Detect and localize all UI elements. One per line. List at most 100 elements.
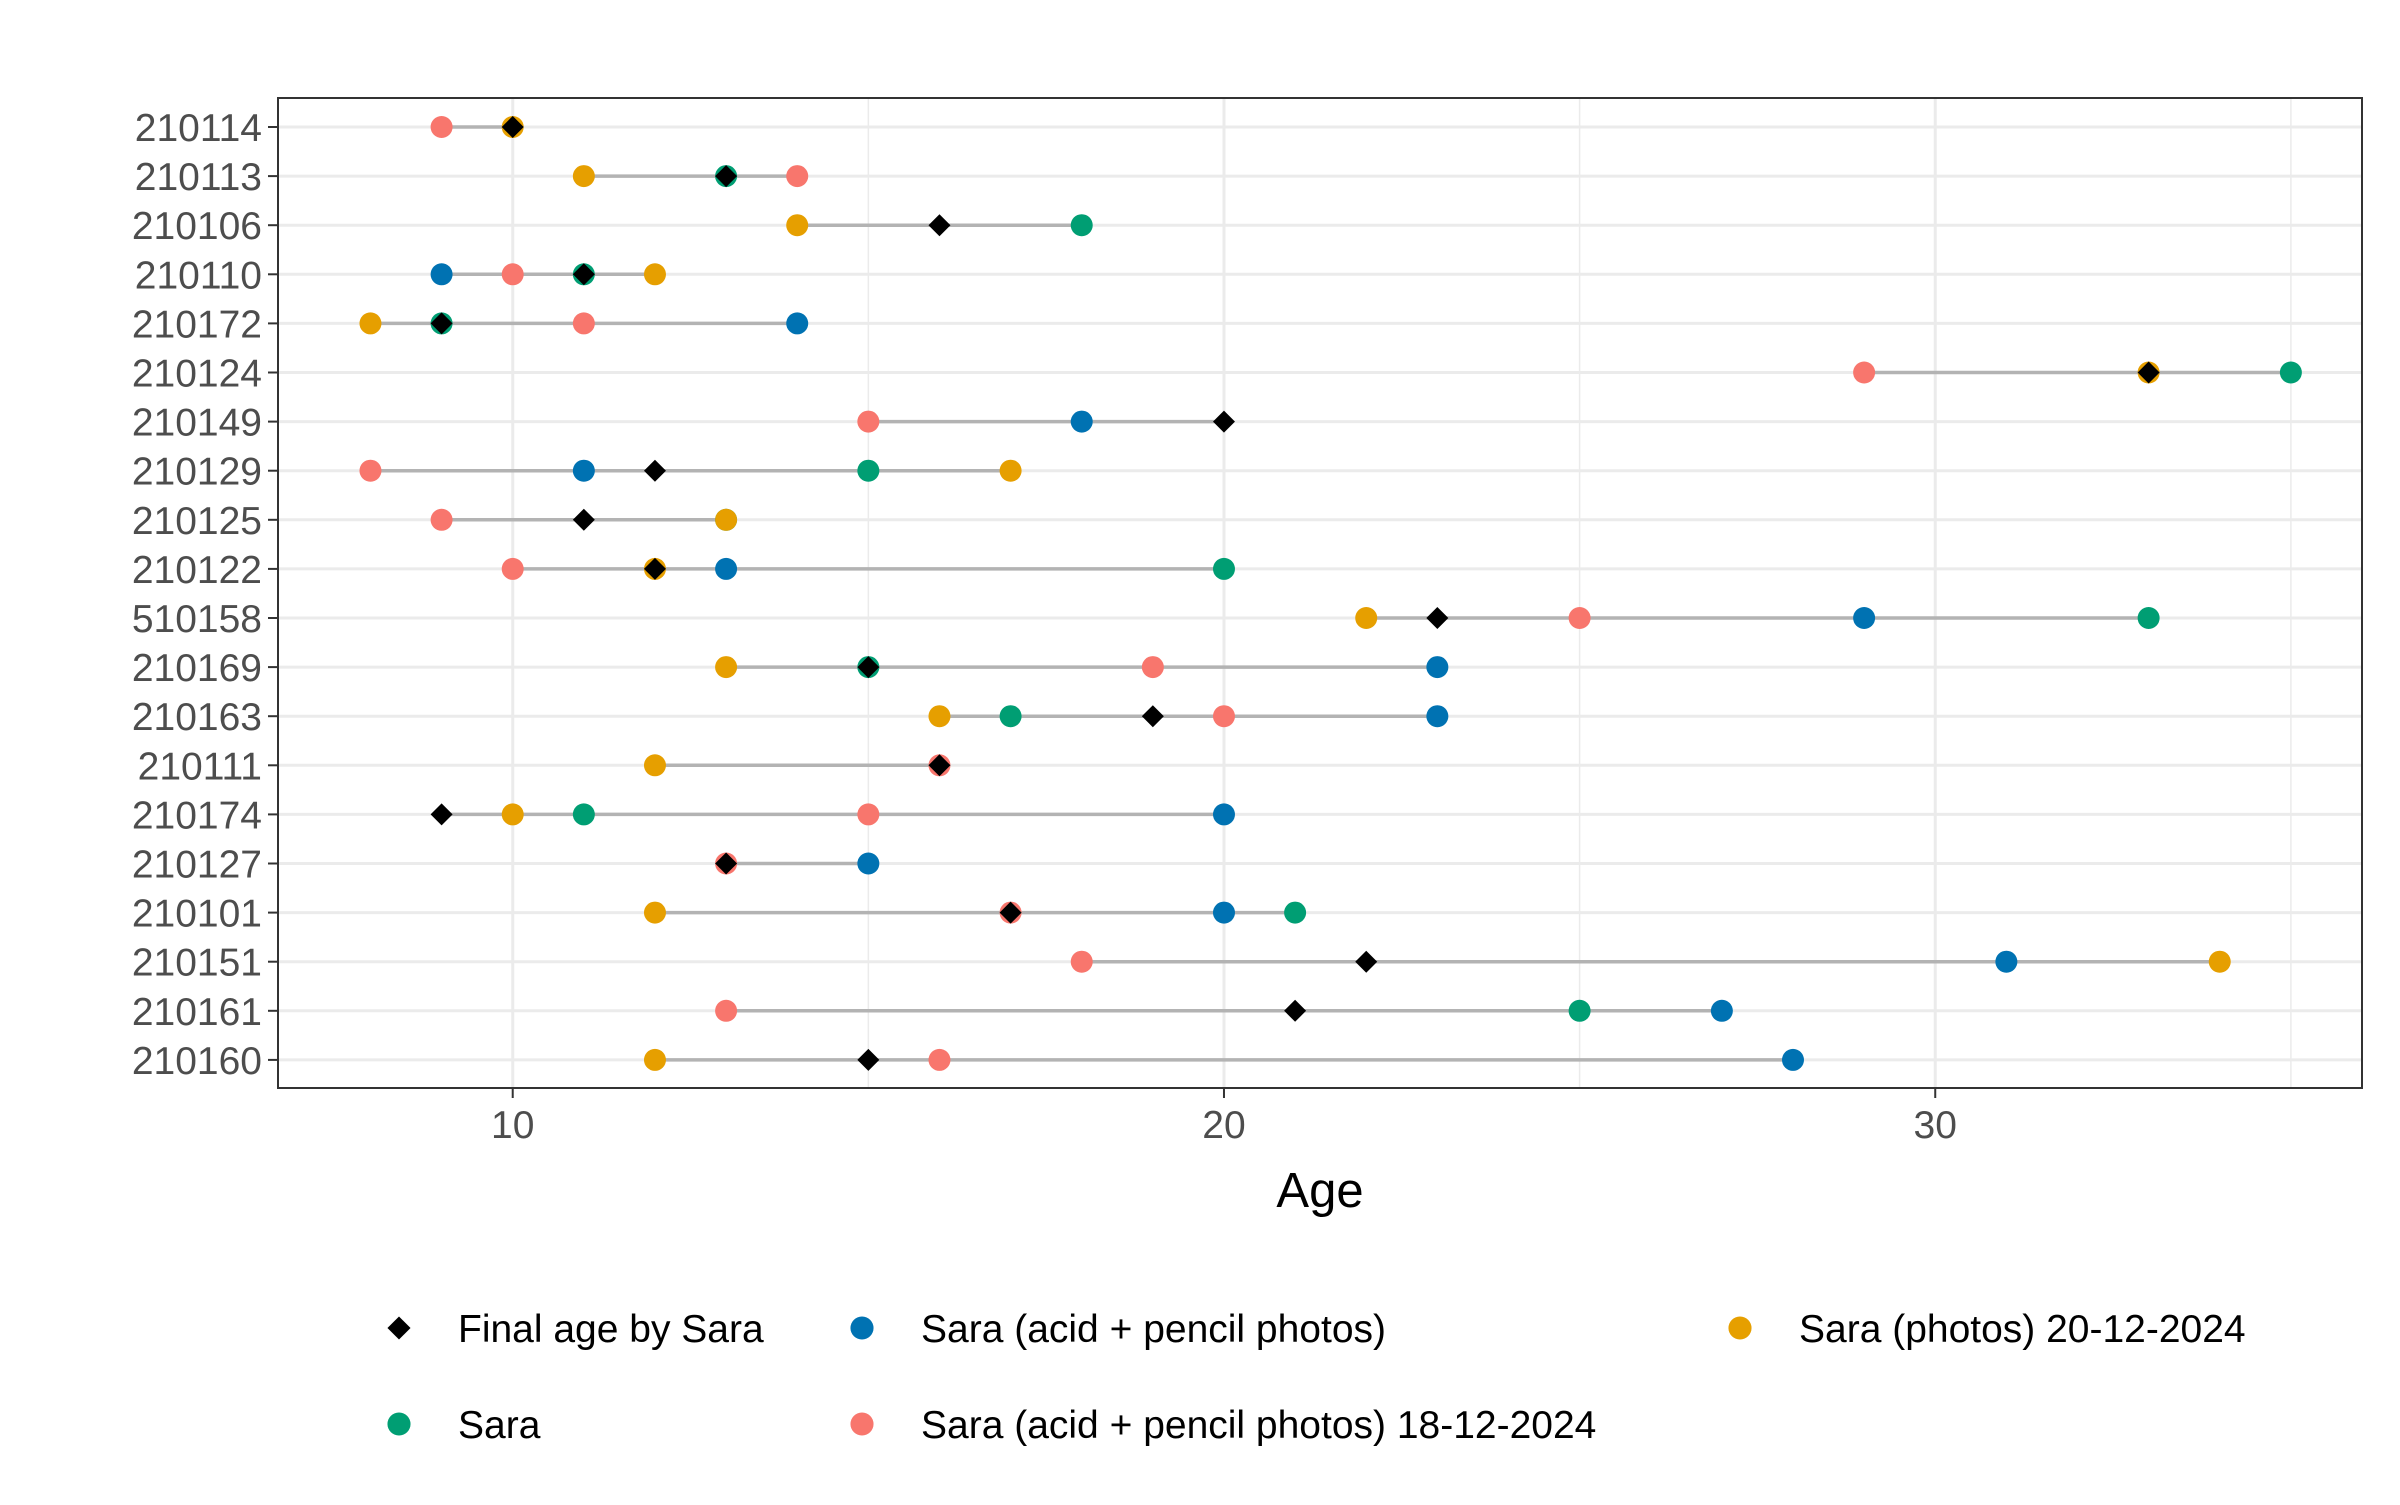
data-point	[2279, 361, 2302, 384]
final-age-point	[572, 508, 595, 531]
final-age-point	[715, 165, 738, 188]
y-tick-label: 210174	[132, 794, 262, 837]
data-point	[430, 116, 453, 138]
data-point	[501, 557, 524, 580]
data-point	[501, 263, 524, 286]
legend-circle-key	[1728, 1316, 1752, 1340]
y-tick-label: 210127	[132, 844, 262, 887]
y-tick-label: 210124	[132, 353, 262, 396]
legend-label: Sara	[458, 1404, 541, 1447]
data-point	[1212, 705, 1235, 728]
y-tick-label: 210111	[138, 745, 262, 788]
data-point	[2137, 607, 2160, 629]
data-point	[643, 263, 666, 286]
data-point	[1568, 607, 1591, 629]
y-tick-label: 210161	[132, 991, 262, 1034]
legend-label: Sara (acid + pencil photos) 18-12-2024	[921, 1404, 1596, 1447]
legend-item: Final age by Sara	[387, 1308, 764, 1351]
y-tick-label: 210172	[132, 303, 262, 346]
final-age-point	[643, 557, 666, 580]
legend-item: Sara (photos) 20-12-2024	[1728, 1308, 2246, 1351]
data-point	[928, 1048, 951, 1071]
legend-item: Sara (acid + pencil photos) 18-12-2024	[850, 1404, 1596, 1447]
data-point	[1212, 901, 1235, 924]
legend-circle-key	[387, 1412, 411, 1436]
data-point	[715, 656, 738, 679]
data-point	[643, 1048, 666, 1071]
data-point	[786, 165, 809, 188]
legend: Final age by Sara Sara (acid + pencil pho…	[387, 1308, 2246, 1447]
legend-label: Final age by Sara	[458, 1308, 764, 1351]
data-point	[1070, 950, 1093, 973]
data-point	[857, 410, 880, 433]
final-age-point	[928, 214, 951, 237]
final-age-point	[928, 754, 951, 777]
data-point	[857, 459, 880, 482]
data-point	[572, 803, 595, 826]
final-age-point	[1355, 950, 1378, 973]
y-tick-label: 210149	[132, 402, 262, 445]
final-age-point	[999, 901, 1022, 924]
data-point	[1141, 656, 1164, 679]
y-tick-label: 210151	[132, 942, 262, 985]
data-points	[359, 116, 2302, 1071]
data-point	[1995, 950, 2018, 973]
legend-label: Sara (photos) 20-12-2024	[1799, 1308, 2246, 1351]
data-point	[1426, 656, 1449, 679]
data-point	[2208, 950, 2231, 973]
y-tick-label: 210122	[132, 549, 262, 592]
final-age-point	[1284, 999, 1307, 1022]
final-age-point	[1426, 607, 1449, 629]
data-point	[1853, 607, 1876, 629]
data-point	[999, 705, 1022, 728]
data-point	[1284, 901, 1307, 924]
data-point	[786, 312, 809, 335]
data-point	[572, 459, 595, 482]
data-point	[786, 214, 809, 237]
data-point	[999, 459, 1022, 482]
data-point	[1355, 607, 1378, 629]
x-tick-label: 30	[1914, 1104, 1957, 1147]
data-point	[715, 557, 738, 580]
final-age-point	[715, 852, 738, 875]
data-point	[1853, 361, 1876, 384]
data-point	[359, 312, 382, 335]
data-point	[359, 459, 382, 482]
y-tick-label: 210101	[132, 893, 262, 936]
legend-item: Sara	[387, 1404, 541, 1447]
data-point	[1070, 410, 1093, 433]
legend-circle-key	[850, 1316, 874, 1340]
data-point	[643, 754, 666, 777]
data-point	[430, 263, 453, 286]
data-point	[1212, 803, 1235, 826]
final-age-point	[2137, 361, 2160, 384]
x-tick-label: 20	[1202, 1104, 1245, 1147]
y-tick-label: 210163	[132, 696, 262, 739]
data-point	[1710, 999, 1733, 1022]
final-age-point	[1141, 705, 1164, 728]
legend-item: Sara (acid + pencil photos)	[850, 1308, 1386, 1351]
final-age-point	[572, 263, 595, 286]
x-axis-title: Age	[1276, 1164, 1363, 1218]
y-tick-label: 210129	[132, 451, 262, 494]
data-point	[928, 705, 951, 728]
grid-layer	[278, 98, 2362, 1088]
final-age-point	[1212, 410, 1235, 433]
data-point	[643, 901, 666, 924]
final-age-point	[857, 1048, 880, 1071]
y-tick-label: 210114	[135, 107, 262, 150]
y-tick-label: 210106	[132, 205, 262, 248]
final-age-point	[857, 656, 880, 679]
y-tick-label: 210125	[132, 500, 262, 543]
data-point	[1212, 557, 1235, 580]
x-tick-label: 10	[491, 1104, 534, 1147]
final-age-point	[430, 312, 453, 335]
data-point	[430, 508, 453, 531]
data-point	[501, 803, 524, 826]
data-point	[1070, 214, 1093, 237]
plot-panel-border	[277, 97, 2363, 1089]
y-tick-label: 210113	[135, 156, 262, 199]
data-point	[572, 165, 595, 188]
final-age-point	[501, 116, 524, 138]
